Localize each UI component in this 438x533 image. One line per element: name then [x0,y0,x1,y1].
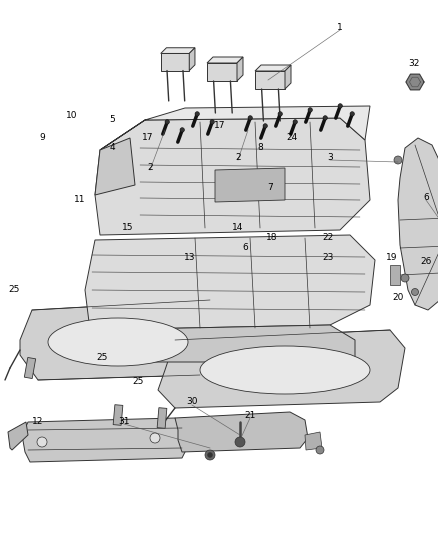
Ellipse shape [200,346,370,394]
Text: 25: 25 [96,353,108,362]
Text: 22: 22 [322,233,334,243]
Polygon shape [20,300,225,380]
Polygon shape [157,408,167,429]
Text: 20: 20 [392,294,404,303]
Polygon shape [285,65,291,89]
Circle shape [278,112,283,116]
Text: 2: 2 [235,154,241,163]
Polygon shape [95,118,370,235]
Text: 30: 30 [186,398,198,407]
Circle shape [248,116,252,120]
Circle shape [401,274,409,282]
Text: 2: 2 [147,164,153,173]
Circle shape [205,450,215,460]
Text: 3: 3 [327,154,333,163]
Polygon shape [237,57,243,81]
Text: 8: 8 [257,143,263,152]
Circle shape [350,112,354,116]
Polygon shape [207,57,243,63]
Text: 24: 24 [286,133,298,142]
Polygon shape [25,358,35,378]
Text: 11: 11 [74,196,86,205]
Text: 32: 32 [408,60,420,69]
Circle shape [210,120,215,124]
Circle shape [338,104,343,108]
Text: 5: 5 [109,116,115,125]
Text: 26: 26 [420,257,432,266]
Circle shape [208,453,212,457]
Circle shape [394,156,402,164]
Polygon shape [70,325,355,362]
Text: 18: 18 [266,233,278,243]
Circle shape [180,128,184,132]
Polygon shape [215,168,285,202]
Polygon shape [161,53,189,70]
Circle shape [165,120,170,124]
Polygon shape [161,48,195,53]
Text: 19: 19 [386,254,398,262]
Text: 14: 14 [232,223,244,232]
Text: 31: 31 [118,417,130,426]
Text: 21: 21 [244,410,256,419]
Text: 7: 7 [267,183,273,192]
Text: 1: 1 [337,23,343,33]
Text: 17: 17 [214,120,226,130]
Text: 4: 4 [109,143,115,152]
Circle shape [263,124,268,128]
Polygon shape [8,422,28,450]
Text: 25: 25 [132,377,144,386]
Circle shape [235,437,245,447]
Polygon shape [390,265,400,285]
Circle shape [323,116,328,120]
Polygon shape [398,138,438,310]
Text: 6: 6 [423,193,429,203]
Circle shape [411,288,418,295]
Polygon shape [158,330,405,408]
Circle shape [37,437,47,447]
Polygon shape [175,412,308,452]
Polygon shape [255,71,285,89]
Circle shape [316,446,324,454]
Circle shape [293,120,297,124]
Polygon shape [85,235,375,330]
Circle shape [195,112,199,116]
Text: 23: 23 [322,254,334,262]
Circle shape [308,108,312,112]
Text: 9: 9 [39,133,45,142]
Polygon shape [255,65,291,71]
Text: 10: 10 [66,110,78,119]
Text: 6: 6 [242,244,248,253]
Polygon shape [189,48,195,70]
Text: 15: 15 [122,223,134,232]
Polygon shape [406,74,424,90]
Polygon shape [305,432,322,450]
Text: 25: 25 [8,286,20,295]
Text: 17: 17 [142,133,154,142]
Polygon shape [95,138,135,195]
Circle shape [150,433,160,443]
Ellipse shape [48,318,188,366]
Polygon shape [22,418,188,462]
Text: 13: 13 [184,254,196,262]
Polygon shape [113,405,123,425]
Polygon shape [207,63,237,81]
Text: 12: 12 [32,417,44,426]
Polygon shape [100,106,370,150]
